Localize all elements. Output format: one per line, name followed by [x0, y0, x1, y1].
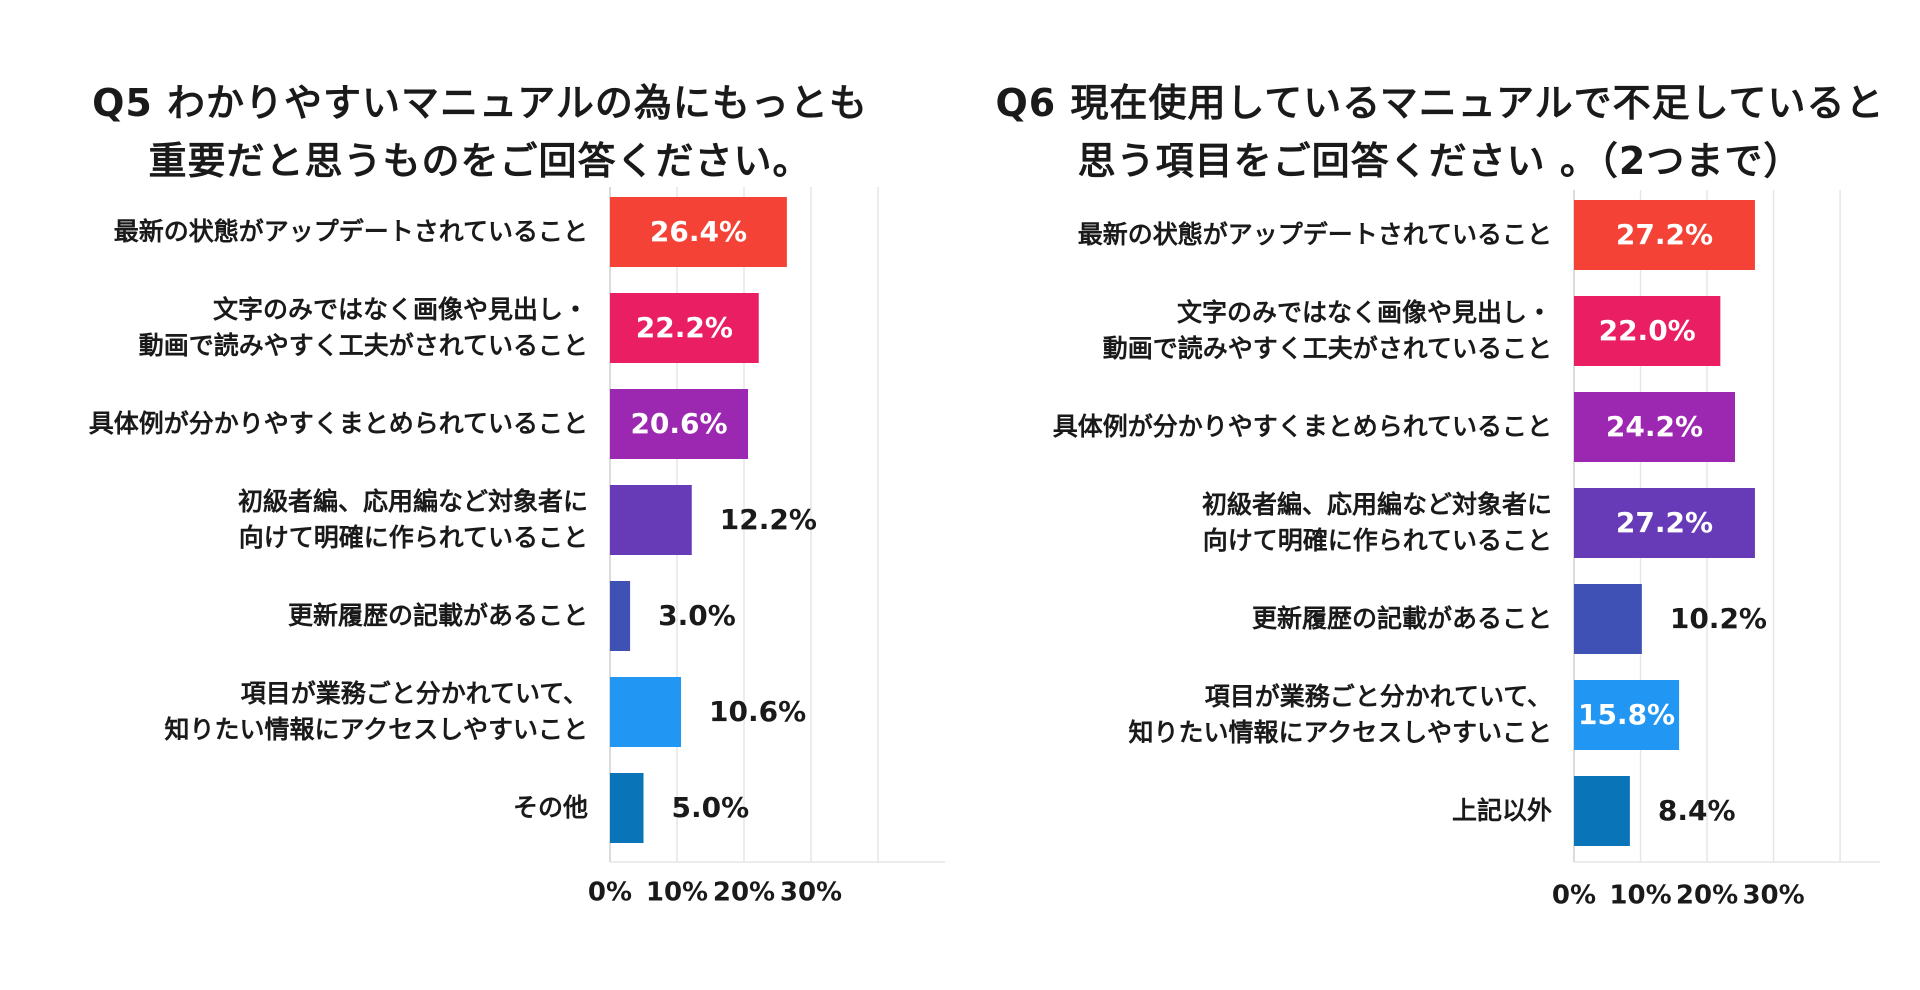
x-tick-label: 20% [1676, 881, 1738, 911]
bar [1574, 776, 1630, 846]
category-label-line: 上記以外 [1452, 796, 1552, 825]
data-label: 22.0% [1599, 314, 1696, 347]
category-label: 項目が業務ごと分かれていて、知りたい情報にアクセスしやすいこと [1128, 682, 1552, 747]
bar-chart-q5: 26.4% 最新の状態がアップデートされていること 22.2% 文字のみではなく画像や… [89, 187, 945, 908]
category-label: 具体例が分かりやすくまとめられていること [1053, 412, 1552, 441]
category-label: 最新の状態がアップデートされていること [114, 217, 588, 246]
category-label-line: 最新の状態がアップデートされていること [114, 217, 588, 246]
x-tick-label: 10% [1609, 881, 1671, 911]
category-label-line: 項目が業務ごと分かれていて、 [241, 679, 588, 708]
bar [610, 485, 692, 555]
data-label: 27.2% [1616, 506, 1713, 539]
category-label-line: 項目が業務ごと分かれていて、 [1205, 682, 1552, 711]
bar [610, 773, 644, 843]
category-label: その他 [513, 793, 588, 822]
category-label-line: 初級者編、応用編など対象者に [238, 487, 588, 516]
category-label: 文字のみではなく画像や見出し・動画で読みやすく工夫がされていること [139, 295, 588, 360]
category-label-line: 向けて明確に作られていること [1203, 526, 1552, 555]
category-label: 更新履歴の記載があること [288, 601, 588, 630]
x-tick-label: 0% [588, 878, 632, 908]
category-label-line: 更新履歴の記載があること [1252, 604, 1552, 633]
chart-title: Q5 わかりやすいマニュアルの為にもっとも 重要だと思うものをご回答ください。 [0, 74, 960, 190]
data-label: 24.2% [1606, 410, 1703, 443]
x-tick-label: 30% [780, 878, 842, 908]
bar [1574, 488, 1755, 558]
bar [1574, 200, 1755, 270]
data-label: 8.4% [1658, 794, 1736, 827]
category-label-line: 具体例が分かりやすくまとめられていること [1053, 412, 1552, 441]
bar [1574, 392, 1735, 462]
data-label: 12.2% [720, 503, 817, 536]
data-label: 5.0% [672, 791, 750, 824]
category-label: 更新履歴の記載があること [1252, 604, 1552, 633]
data-label: 27.2% [1616, 218, 1713, 251]
category-label-line: その他 [513, 793, 588, 822]
bar [610, 293, 759, 363]
category-label: 上記以外 [1452, 796, 1552, 825]
bar [1574, 296, 1721, 366]
bar [610, 581, 631, 651]
chart-panel-q5: Q5 わかりやすいマニュアルの為にもっとも 重要だと思うものをご回答ください。 … [0, 74, 960, 908]
chart-panel-q6: Q6 現在使用しているマニュアルで不足していると 思う項目をご回答ください 。（… [960, 0, 1920, 990]
category-label: 具体例が分かりやすくまとめられていること [89, 409, 588, 438]
chart-title-line-2: 重要だと思うものをご回答ください。 [148, 139, 812, 183]
data-label: 10.2% [1670, 602, 1767, 635]
data-label: 22.2% [636, 311, 733, 344]
category-label-line: 知りたい情報にアクセスしやすいこと [1128, 718, 1552, 747]
x-tick-label: 20% [713, 878, 775, 908]
category-label: 文字のみではなく画像や見出し・動画で読みやすく工夫がされていること [1103, 298, 1552, 363]
chart-title-line-1: Q5 わかりやすいマニュアルの為にもっとも [92, 81, 868, 125]
bar [610, 197, 787, 267]
bar-chart-q6: 27.2% 最新の状態がアップデートされていること 22.0% 文字のみではなく画像や… [1053, 190, 1880, 911]
category-label-line: 知りたい情報にアクセスしやすいこと [164, 715, 588, 744]
category-label: 初級者編、応用編など対象者に向けて明確に作られていること [1202, 490, 1552, 555]
category-label-line: 最新の状態がアップデートされていること [1078, 220, 1552, 249]
chart-title-line-1: Q6 現在使用しているマニュアルで不足していると [995, 81, 1885, 125]
category-label: 初級者編、応用編など対象者に向けて明確に作られていること [238, 487, 588, 552]
x-tick-label: 10% [646, 878, 708, 908]
category-label-line: 初級者編、応用編など対象者に [1202, 490, 1552, 519]
data-label: 10.6% [709, 695, 806, 728]
category-label: 項目が業務ごと分かれていて、知りたい情報にアクセスしやすいこと [164, 679, 588, 744]
category-label-line: 向けて明確に作られていること [239, 523, 588, 552]
x-tick-label: 30% [1742, 881, 1804, 911]
category-label-line: 文字のみではなく画像や見出し・ [1177, 298, 1552, 327]
data-label: 15.8% [1578, 698, 1675, 731]
bar [1574, 584, 1642, 654]
data-label: 20.6% [630, 407, 727, 440]
category-label: 最新の状態がアップデートされていること [1078, 220, 1552, 249]
bar [610, 677, 682, 747]
bar [610, 389, 749, 459]
category-label-line: 動画で読みやすく工夫がされていること [139, 331, 588, 360]
data-label: 3.0% [658, 599, 736, 632]
category-label-line: 文字のみではなく画像や見出し・ [213, 295, 588, 324]
bar [1574, 680, 1680, 750]
data-label: 26.4% [650, 215, 747, 248]
category-label-line: 動画で読みやすく工夫がされていること [1103, 334, 1552, 363]
chart-title: Q6 現在使用しているマニュアルで不足していると 思う項目をご回答ください 。（… [960, 74, 1920, 190]
category-label-line: 更新履歴の記載があること [288, 601, 588, 630]
x-tick-label: 0% [1552, 881, 1596, 911]
category-label-line: 具体例が分かりやすくまとめられていること [89, 409, 588, 438]
chart-title-line-2: 思う項目をご回答ください 。（2つまで） [1077, 139, 1803, 183]
